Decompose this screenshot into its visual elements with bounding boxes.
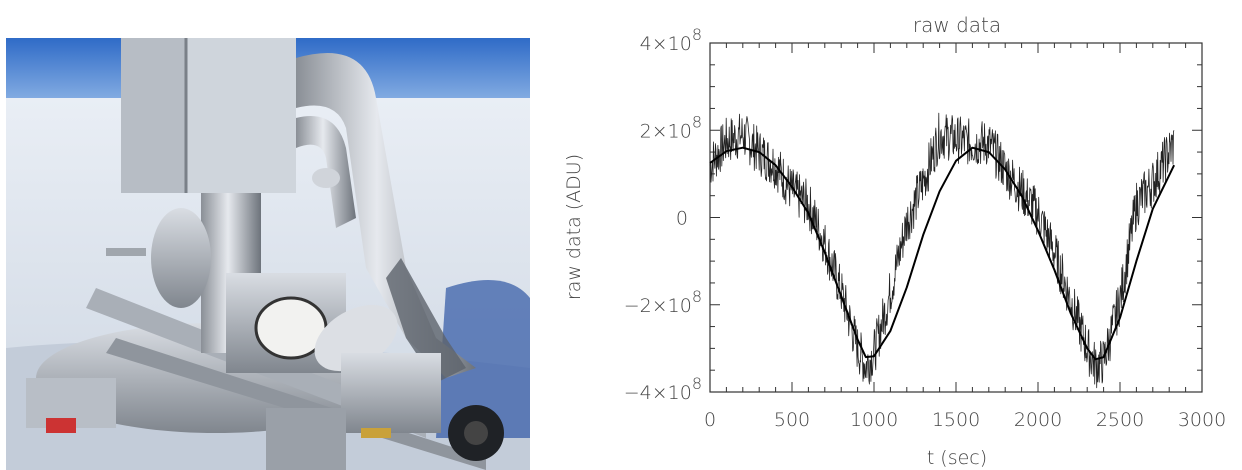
- chart-title: raw data: [913, 13, 1001, 37]
- y-tick-label: 2×108: [640, 112, 702, 142]
- plot-area: [709, 42, 1203, 393]
- instrument-photo: [6, 38, 530, 470]
- y-tick-label: −4×108: [624, 374, 702, 404]
- plot-frame: [709, 42, 1203, 393]
- series-raw-data: [709, 112, 1175, 389]
- y-axis-label: raw data (ADU): [563, 154, 585, 300]
- series-layer: [709, 112, 1175, 389]
- x-axis: 0 500 1000 1500 2000 2500 3000: [704, 43, 1226, 431]
- y-tick-label: 0: [676, 208, 688, 230]
- x-tick-label: 0: [704, 409, 716, 431]
- x-tick-label: 2000: [1014, 409, 1062, 431]
- x-tick-label: 3000: [1178, 409, 1226, 431]
- x-tick-label: 1000: [850, 409, 898, 431]
- x-tick-label: 500: [774, 409, 810, 431]
- x-axis-label: t (sec): [927, 447, 987, 469]
- x-tick-label: 2500: [1096, 409, 1144, 431]
- y-axis: −4×108 −2×108 0 2×108 4×108: [624, 25, 1202, 404]
- x-tick-label: 1500: [932, 409, 980, 431]
- raw-data-chart: raw data 0 500 1000 1500 2000 2500 3000 −4×108…: [563, 13, 1226, 469]
- y-tick-label: 4×108: [640, 25, 702, 55]
- series-fit: [709, 146, 1175, 361]
- y-tick-label: −2×108: [624, 287, 702, 317]
